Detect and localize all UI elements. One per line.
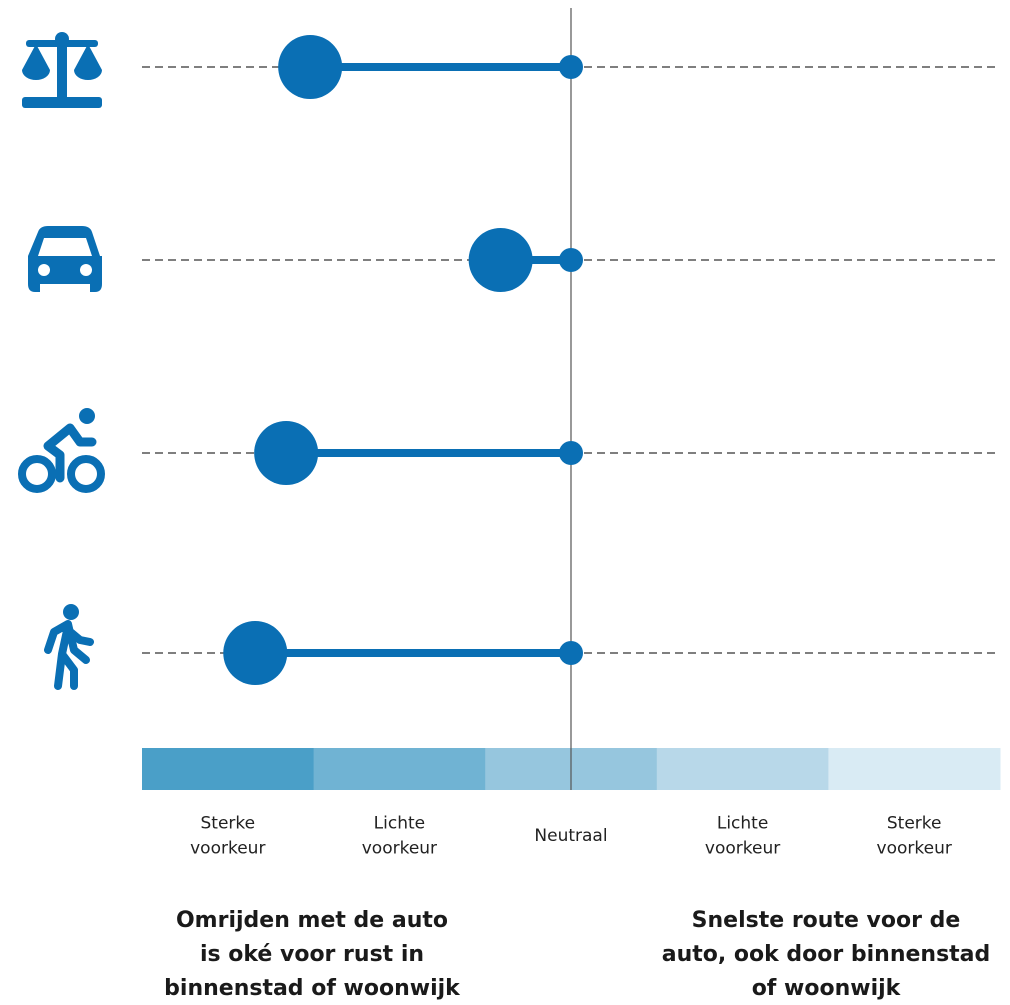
scale-band xyxy=(313,748,486,790)
caption: is oké voor rust in xyxy=(200,942,424,967)
scale-band xyxy=(142,748,315,790)
scale-band xyxy=(828,748,1001,790)
caption: Omrijden met de auto xyxy=(176,908,448,933)
neutral-dot xyxy=(559,641,583,665)
caption: of woonwijk xyxy=(752,976,902,1001)
band-label: Sterke xyxy=(887,814,942,834)
scale-band xyxy=(656,748,829,790)
icon-bike xyxy=(18,408,105,493)
band-label: voorkeur xyxy=(190,839,265,859)
neutral-dot xyxy=(559,248,583,272)
band-label: voorkeur xyxy=(705,839,780,859)
value-dot xyxy=(468,228,533,292)
neutral-dot xyxy=(559,55,583,79)
neutral-dot xyxy=(559,441,583,465)
band-label: voorkeur xyxy=(362,839,437,859)
caption: auto, ook door binnenstad xyxy=(662,942,991,967)
band-label: Neutraal xyxy=(534,826,607,846)
band-label: Lichte xyxy=(717,814,768,834)
value-dot xyxy=(254,421,319,485)
band-label: Sterke xyxy=(200,814,255,834)
caption: binnenstad of woonwijk xyxy=(164,976,461,1001)
value-dot xyxy=(278,35,343,99)
icon-scale xyxy=(22,32,102,108)
value-dot xyxy=(223,621,288,685)
band-label: voorkeur xyxy=(877,839,952,859)
icon-walker xyxy=(44,604,94,690)
icon-car xyxy=(28,226,102,292)
band-label: Lichte xyxy=(374,814,425,834)
caption: Snelste route voor de xyxy=(692,908,961,933)
